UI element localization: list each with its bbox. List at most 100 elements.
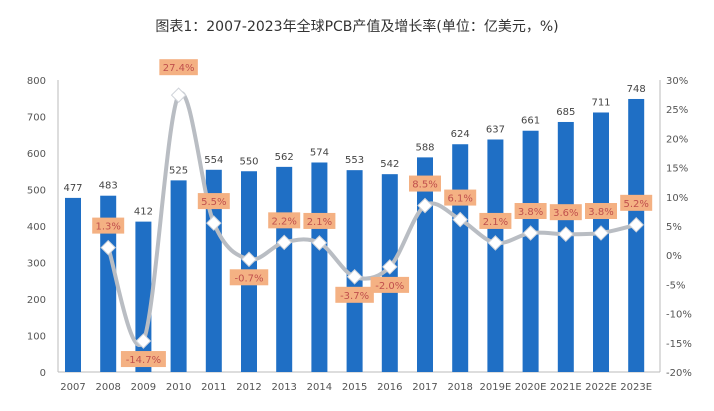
growth-point [241, 251, 257, 268]
growth-label: 3.8% [518, 207, 543, 218]
right-tick-label: -10% [666, 310, 692, 321]
growth-label-box [197, 193, 230, 210]
right-tick-label: 30% [666, 76, 688, 87]
growth-label: 6.1% [447, 194, 472, 205]
bar [452, 144, 469, 372]
growth-point [487, 235, 504, 251]
bar-value-label: 554 [204, 155, 223, 166]
growth-point [522, 225, 539, 241]
growth-label-box [479, 212, 512, 229]
growth-label-box [120, 351, 166, 368]
bar-value-label: 542 [380, 159, 399, 170]
x-tick-label: 2011 [201, 382, 226, 393]
growth-point [311, 235, 328, 251]
growth-label-box [514, 203, 547, 220]
x-tick-label: 2023E [620, 382, 652, 393]
bar [557, 121, 574, 372]
x-tick-label: 2022E [585, 382, 617, 393]
growth-point [558, 226, 574, 242]
growth-label: 3.6% [553, 208, 578, 219]
left-tick-label: 200 [27, 295, 46, 306]
growth-label-box [620, 194, 653, 211]
bar-value-label: 685 [556, 107, 575, 118]
x-tick-label: 2019E [480, 382, 512, 393]
growth-label-box [268, 212, 301, 229]
growth-label: -14.7% [126, 355, 161, 366]
left-tick-label: 0 [40, 368, 46, 379]
bar-value-label: 483 [99, 181, 118, 192]
bar [65, 197, 81, 372]
x-tick-label: 2010 [166, 382, 191, 393]
x-tick-label: 2012 [236, 382, 261, 393]
left-tick-label: 400 [27, 222, 46, 233]
bar [170, 180, 187, 372]
x-tick-label: 2008 [95, 382, 120, 393]
right-tick-label: 20% [666, 134, 688, 145]
growth-label-box [549, 204, 582, 221]
left-tick-label: 300 [27, 259, 46, 270]
growth-label: 2.1% [483, 217, 508, 228]
growth-label-box [585, 203, 617, 220]
bar-value-label: 637 [486, 124, 505, 135]
bar-value-label: 553 [345, 155, 364, 166]
growth-label: 5.5% [201, 197, 226, 208]
bar [135, 221, 152, 372]
right-tick-label: 15% [666, 164, 688, 175]
growth-label-box [409, 175, 441, 192]
bar [522, 130, 539, 372]
x-tick-label: 2015 [342, 382, 367, 393]
bar-value-label: 412 [134, 207, 153, 218]
growth-label-box [335, 286, 374, 303]
growth-label: -0.7% [234, 273, 263, 284]
x-tick-label: 2017 [412, 382, 437, 393]
chart-title: 图表1：2007-2023年全球PCB产值及增长率(单位：亿美元，%) [155, 19, 559, 35]
growth-point [170, 87, 187, 103]
growth-point [452, 211, 468, 228]
growth-label-box [303, 212, 336, 229]
bar-value-label: 562 [275, 152, 294, 163]
x-tick-label: 2007 [60, 382, 85, 393]
x-tick-label: 2018 [447, 382, 472, 393]
growth-point [628, 217, 644, 233]
growth-point [382, 259, 398, 275]
bar-value-label: 588 [415, 142, 434, 153]
growth-point [593, 225, 609, 241]
bar-value-label: 525 [169, 165, 188, 176]
growth-label: 2.1% [307, 217, 332, 228]
growth-label-box [444, 189, 477, 206]
growth-label-box [159, 59, 198, 76]
growth-label-box [92, 217, 125, 234]
bar [628, 98, 645, 372]
growth-label: -2.0% [375, 281, 404, 292]
left-tick-label: 100 [27, 332, 46, 343]
left-tick-label: 800 [27, 76, 46, 87]
bar-value-label: 661 [521, 116, 540, 127]
right-tick-label: 0% [666, 251, 682, 262]
growth-label-box [229, 269, 269, 286]
x-tick-label: 2020E [515, 382, 547, 393]
left-tick-label: 500 [27, 186, 46, 197]
bar-value-label: 748 [627, 84, 646, 95]
x-tick-label: 2009 [131, 382, 156, 393]
right-tick-label: 10% [666, 193, 688, 204]
right-tick-label: -20% [666, 368, 692, 379]
x-tick-label: 2014 [307, 382, 332, 393]
x-tick-label: 2013 [271, 382, 296, 393]
growth-point [346, 269, 363, 285]
bar [276, 166, 293, 372]
bar-value-label: 574 [310, 147, 329, 158]
growth-label-box [370, 276, 410, 293]
x-tick-label: 2021E [550, 382, 582, 393]
bar-value-label: 550 [239, 156, 258, 167]
right-tick-label: 5% [666, 222, 682, 233]
growth-label: 1.3% [95, 222, 120, 233]
growth-label: -3.7% [340, 291, 369, 302]
bar [311, 162, 328, 372]
growth-label: 3.8% [588, 207, 613, 218]
growth-label: 8.5% [412, 180, 437, 191]
left-tick-label: 600 [27, 149, 46, 160]
growth-point [135, 333, 152, 349]
growth-label: 27.4% [163, 63, 195, 74]
